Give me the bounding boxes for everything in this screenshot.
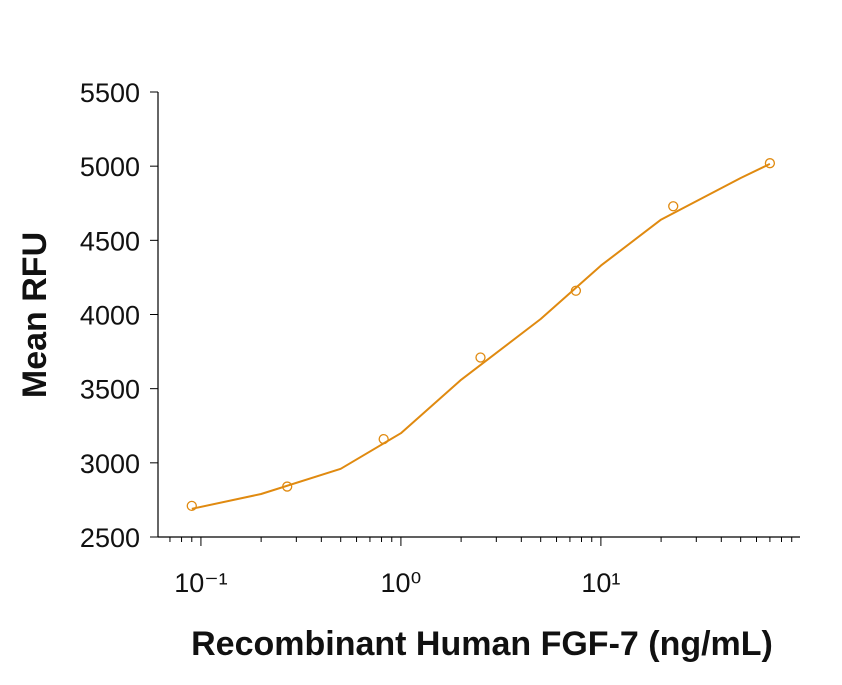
x-tick-label: 10¹ xyxy=(581,568,620,598)
y-tick-label: 5000 xyxy=(80,152,140,182)
y-tick-label: 3500 xyxy=(80,375,140,405)
data-point xyxy=(668,201,679,212)
x-tick-label: 10⁰ xyxy=(380,568,421,598)
data-point xyxy=(475,352,486,363)
y-tick-label: 3000 xyxy=(80,449,140,479)
fit-curve xyxy=(191,162,771,510)
y-axis-title: Mean RFU xyxy=(16,232,54,398)
x-axis-title: Recombinant Human FGF-7 (ng/mL) xyxy=(191,625,773,663)
y-tick-label: 4500 xyxy=(80,226,140,256)
y-tick-label: 2500 xyxy=(80,523,140,553)
data-point xyxy=(186,500,197,512)
data-point xyxy=(764,158,776,169)
x-tick-label: 10⁻¹ xyxy=(174,568,227,598)
y-tick-label: 5500 xyxy=(80,78,140,108)
y-tick-label: 4000 xyxy=(80,301,140,331)
